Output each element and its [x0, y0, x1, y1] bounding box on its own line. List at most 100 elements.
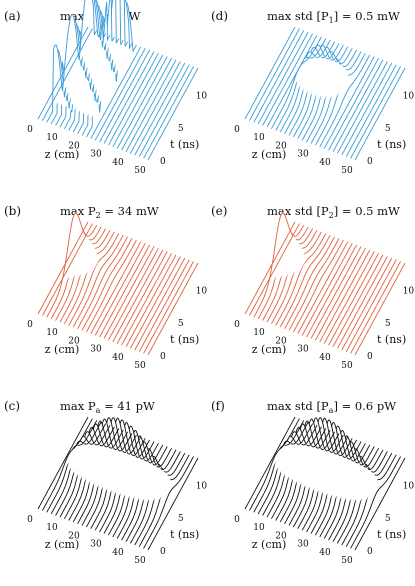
- trace-line: [103, 51, 155, 144]
- trace-line: [244, 416, 296, 510]
- z-tick-label: 10: [46, 328, 58, 338]
- trace-line: [244, 26, 296, 120]
- trace-line: [108, 52, 159, 146]
- z-tick-label: 0: [27, 320, 33, 330]
- trace-line: [121, 252, 172, 346]
- trace-line: [81, 417, 133, 526]
- trace-line: [323, 251, 375, 344]
- z-tick-label: 10: [46, 133, 58, 143]
- trace-line: [328, 252, 379, 346]
- trace-line: [147, 67, 199, 161]
- trace-line: [253, 212, 305, 318]
- z-tick-label: 10: [253, 328, 265, 338]
- t-tick-label: 5: [385, 514, 391, 524]
- z-tick-label: 50: [341, 361, 353, 371]
- z-tick-label: 40: [112, 158, 124, 168]
- z-tick-label: 40: [319, 353, 331, 363]
- t-tick-label: 0: [367, 157, 373, 167]
- trace-line: [90, 46, 142, 139]
- panel-3: (c) max Pa = 41 pW 0 10 20 30 40 50 z (cm) 0 5 10 t …: [4, 399, 207, 566]
- trace-line: [72, 420, 124, 523]
- trace-line: [99, 244, 150, 338]
- z-tick-label: 30: [297, 345, 309, 355]
- trace-line: [293, 239, 344, 333]
- trace-line: [345, 259, 397, 352]
- z-tick-label: 40: [112, 353, 124, 363]
- trace-line: [288, 238, 340, 331]
- trace-line: [121, 57, 172, 151]
- trace-line: [337, 61, 388, 154]
- trace-line: [72, 234, 124, 328]
- trace-line: [244, 221, 296, 315]
- z-tick-label: 50: [134, 556, 146, 566]
- trace-line: [103, 246, 155, 339]
- trace-line: [279, 234, 331, 328]
- trace-line: [94, 48, 146, 141]
- panel-label: (a): [4, 9, 21, 23]
- trace-line: [37, 221, 89, 315]
- trace-line: [301, 243, 353, 336]
- y-axis-label: t (ns): [377, 528, 406, 541]
- trace-line: [341, 62, 393, 156]
- trace-line: [323, 56, 375, 149]
- panel-title: max std [P1] = 0.5 mW: [267, 9, 400, 25]
- trace-line: [249, 418, 300, 511]
- trace-line: [319, 249, 371, 343]
- x-axis-label: z (cm): [45, 148, 79, 161]
- trace-line: [354, 457, 406, 551]
- t-tick-label: 10: [196, 286, 208, 296]
- t-tick-label: 10: [403, 481, 415, 491]
- y-axis-label: t (ns): [170, 333, 199, 346]
- trace-line: [42, 418, 93, 511]
- trace-line: [328, 57, 379, 151]
- z-tick-label: 10: [253, 523, 265, 533]
- trace-line: [266, 424, 318, 518]
- trace-line: [143, 66, 194, 159]
- z-tick-label: 50: [134, 166, 146, 176]
- trace-line: [354, 67, 406, 161]
- trace-line: [249, 28, 300, 121]
- z-tick-label: 10: [253, 133, 265, 143]
- trace-line: [59, 424, 111, 518]
- z-tick-label: 50: [341, 556, 353, 566]
- trace-line: [147, 457, 199, 551]
- z-tick-label: 0: [234, 515, 240, 525]
- y-axis-label: t (ns): [377, 138, 406, 151]
- z-tick-label: 20: [275, 531, 287, 541]
- t-tick-label: 5: [385, 124, 391, 134]
- trace-line: [249, 223, 300, 316]
- z-tick-label: 0: [27, 515, 33, 525]
- z-tick-label: 30: [90, 345, 102, 355]
- panel-label: (d): [211, 9, 228, 23]
- trace-line: [288, 417, 340, 526]
- trace-line: [134, 257, 186, 351]
- trace-line: [271, 426, 322, 520]
- panel-label: (e): [211, 204, 227, 218]
- trace-line: [77, 418, 128, 525]
- trace-line: [77, 236, 128, 330]
- trace-line: [319, 54, 371, 148]
- trace-line: [143, 261, 194, 354]
- panel-title: max Pa = 41 pW: [60, 399, 155, 415]
- x-axis-label: z (cm): [252, 343, 286, 356]
- panel-title: max P2 = 34 mW: [60, 204, 159, 220]
- trace-line: [266, 34, 318, 128]
- panel-title: max std [P2] = 0.5 mW: [267, 204, 400, 220]
- trace-line: [297, 241, 349, 334]
- trace-line: [284, 418, 335, 525]
- t-tick-label: 10: [403, 286, 415, 296]
- panel-label: (f): [211, 399, 225, 413]
- t-tick-label: 0: [160, 352, 166, 362]
- z-tick-label: 20: [68, 336, 80, 346]
- z-tick-label: 20: [68, 141, 80, 151]
- trace-line: [94, 243, 146, 336]
- trace-line: [315, 247, 366, 341]
- trace-line: [345, 64, 397, 157]
- trace-line: [86, 417, 137, 528]
- trace-line: [138, 64, 190, 157]
- trace-line: [37, 26, 89, 120]
- trace-line: [42, 223, 93, 316]
- trace-line: [112, 54, 164, 148]
